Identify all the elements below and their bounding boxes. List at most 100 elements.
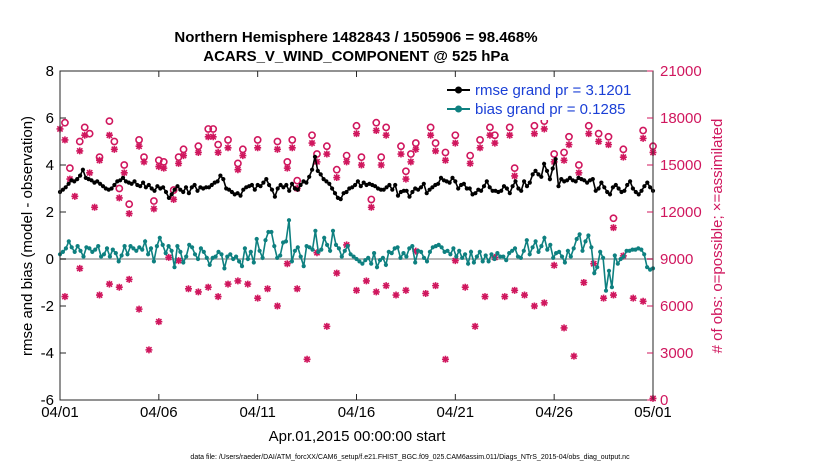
rmse-point [593,188,598,193]
rmse-point [464,186,469,191]
rmse-point [206,185,212,190]
obs-assimilated-marker [353,130,360,138]
obs-possible-marker [584,121,593,130]
bias-point [69,245,74,250]
obs-assimilated-marker [180,152,188,160]
bias-point [333,242,339,247]
obs-possible-marker [209,125,218,133]
rmse-point [98,181,103,186]
obs-possible-marker [451,131,460,140]
rmse-point [146,182,151,188]
rmse-point [155,184,160,189]
bias-point [286,218,292,223]
bias-point [639,247,644,252]
bias-point [231,256,236,262]
rmse-point [447,180,452,185]
x-tick-label: 05/01 [634,404,672,421]
bias-point [501,254,506,259]
obs-assimilated-marker [115,194,123,202]
rmse-point [636,192,641,197]
y-left-tick-label: -6 [41,392,54,409]
rmse-point [550,166,555,171]
obs-assimilated-marker [244,280,252,288]
rmse-point [648,185,653,190]
obs-assimilated-marker [585,130,593,138]
rmse-point [75,177,80,182]
rmse-point [287,188,292,193]
rmse-point [89,178,94,183]
x-tick-label: 04/26 [535,404,573,421]
bias-point [598,249,603,254]
bias-point [389,251,394,256]
bias-point [90,249,95,254]
obs-possible-marker [604,132,613,141]
series-lines [57,154,656,293]
x-axis-ticks: 04/01 04/06 04/11 04/16 04/21 04/26 05/01 [41,71,672,421]
bias-point [345,244,350,249]
bias-point [295,245,300,250]
bias-point [536,249,541,254]
obs-possible-marker [550,150,559,158]
bias-point [609,285,615,290]
obs-possible-marker [288,136,297,144]
bias-point [457,248,462,253]
bias-point [492,256,497,262]
obs-possible-marker [574,161,583,169]
rmse-point [95,179,100,184]
rmse-point [499,188,504,193]
bias-point [101,252,107,257]
obs-assimilated-marker [194,288,202,296]
rmse-point [390,187,395,192]
bias-point [480,259,485,264]
bias-point [63,246,68,251]
obs-assimilated-marker [283,260,291,268]
obs-assimilated-marker [333,269,341,277]
obs-assimilated-marker [402,175,410,183]
rmse-point [424,191,429,196]
bias-point [592,271,597,276]
rmse-point [281,185,286,190]
rmse-point [510,184,515,189]
obs-assimilated-marker [367,203,375,211]
obs-possible-marker [357,153,366,162]
bias-point [495,251,500,256]
bias-point [486,259,491,264]
obs-assimilated-marker [605,141,613,149]
rmse-point [267,182,272,188]
rmse-point [304,180,309,185]
obs-assimilated-marker [71,192,79,200]
rmse-point [275,186,280,191]
rmse-point [141,180,146,185]
obs-assimilated-marker [407,158,415,166]
rmse-point [427,187,432,192]
obs-assimilated-marker [466,159,474,167]
obs-assimilated-marker [308,139,316,147]
bias-point [187,242,192,247]
rmse-point [645,180,650,185]
bias-point [207,262,212,267]
obs-possible-marker [639,126,648,135]
rmse-point [585,180,590,185]
rmse-point [175,184,180,189]
rmse-point [559,177,564,182]
obs-assimilated-marker [333,174,341,182]
bias-point [292,248,297,253]
rmse-point [404,188,409,193]
bias-point [524,238,529,243]
bias-point [257,248,262,253]
rmse-point [393,182,398,188]
bias-point [283,239,289,244]
bias-point [642,252,647,257]
rmse-point [310,167,315,172]
obs-assimilated-marker [175,257,183,265]
bias-point [542,235,547,240]
bias-point [342,248,347,253]
obs-assimilated-marker [501,293,509,301]
obs-assimilated-marker [254,144,262,152]
obs-assimilated-marker [140,158,148,166]
obs-possible-marker [426,123,435,132]
bias-point [603,288,609,293]
bias-point [195,256,201,262]
obs-assimilated-marker [540,299,548,307]
obs-possible-marker [115,184,124,193]
